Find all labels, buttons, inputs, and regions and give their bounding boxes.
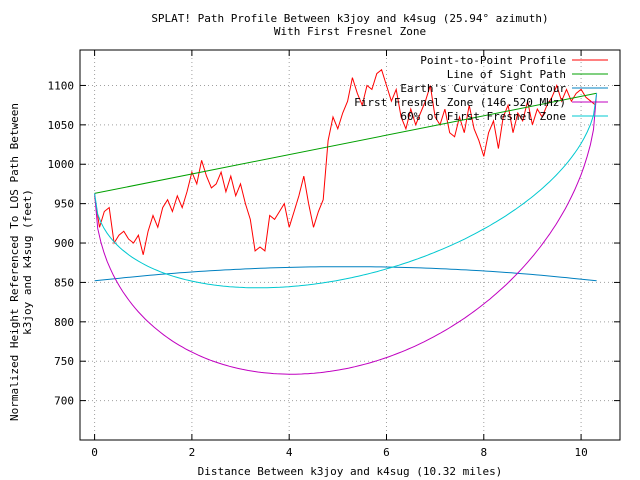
x-tick-label: 2	[189, 446, 196, 459]
y-tick-label: 950	[54, 198, 74, 211]
series-line-3	[94, 266, 597, 282]
grid-layer	[80, 50, 620, 440]
x-axis-label: Distance Between k3joy and k4sug (10.32 …	[198, 465, 503, 478]
x-tick-label: 0	[91, 446, 98, 459]
legend-label: First Fresnel Zone (146.520 MHz)	[354, 96, 566, 109]
series-line-2	[94, 92, 597, 194]
y-tick-label: 750	[54, 355, 74, 368]
series-line-4	[94, 93, 598, 375]
y-tick-label: 1050	[48, 119, 75, 132]
x-tick-label: 6	[383, 446, 390, 459]
y-tick-label: 850	[54, 276, 74, 289]
plot-frame	[79, 49, 621, 441]
series-line-5	[94, 93, 598, 289]
series-line-1	[94, 68, 597, 255]
axis-ticks: 0 2 4 6 8 10 700 750 800 850 900 950 1000 1050 1100	[48, 50, 620, 459]
chart-subtitle: With First Fresnel Zone	[274, 25, 426, 38]
legend-label: 60% of First Fresnel Zone	[400, 110, 566, 123]
legend-label: Point-to-Point Profile	[420, 54, 566, 67]
y-tick-label: 900	[54, 237, 74, 250]
y-tick-label: 1100	[48, 79, 75, 92]
x-tick-label: 10	[574, 446, 587, 459]
y-axis-label-line2: k3joy and k4sug (feet)	[21, 189, 34, 335]
x-tick-label: 4	[286, 446, 293, 459]
y-tick-label: 700	[54, 395, 74, 408]
y-tick-label: 1000	[48, 158, 75, 171]
chart-title: SPLAT! Path Profile Between k3joy and k4…	[151, 12, 548, 25]
legend-label: Earth's Curvature Contour	[400, 82, 566, 95]
series-layer	[94, 68, 598, 375]
legend-label: Line of Sight Path	[447, 68, 566, 81]
x-tick-label: 8	[480, 446, 487, 459]
y-tick-label: 800	[54, 316, 74, 329]
y-axis-label-line1: Normalized Height Referenced To LOS Path…	[8, 103, 21, 421]
